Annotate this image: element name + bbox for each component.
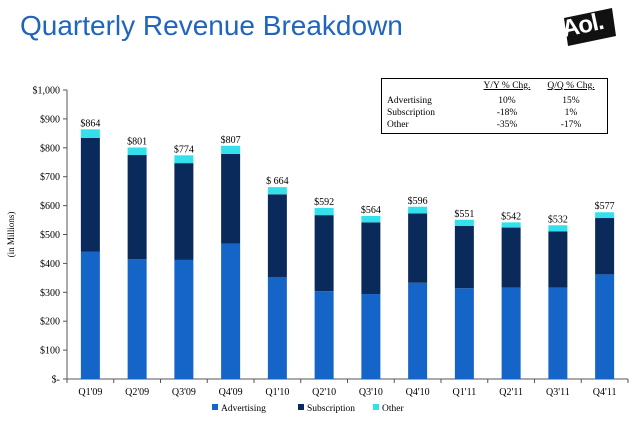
bar-segment-subscription xyxy=(314,215,334,292)
y-tick-label: $1,000 xyxy=(33,86,61,97)
bar-segment-advertising xyxy=(221,243,241,379)
bar-total-label: $532 xyxy=(548,214,568,225)
y-tick-label: $200 xyxy=(40,317,60,328)
bar-segment-advertising xyxy=(174,259,194,379)
bar-segment-subscription xyxy=(361,222,381,295)
row-label: Subscription xyxy=(387,108,436,118)
yy-value: -35% xyxy=(496,120,518,130)
bar-segment-other xyxy=(548,225,568,232)
legend-label: Subscription xyxy=(307,404,355,414)
bar-segment-advertising xyxy=(595,274,615,379)
yy-header: Y/Y % Chg. xyxy=(483,81,531,91)
x-tick-label: Q2'11 xyxy=(499,387,523,398)
bar-segment-other xyxy=(501,222,521,228)
row-label: Other xyxy=(387,120,409,130)
bar-segment-subscription xyxy=(595,218,615,275)
x-tick-label: Q1'09 xyxy=(78,387,102,398)
bar-segment-advertising xyxy=(80,251,100,379)
y-tick-label: $700 xyxy=(40,172,60,183)
bar-total-label: $774 xyxy=(174,144,194,155)
logo-shape xyxy=(564,8,616,46)
bar-segment-other xyxy=(127,147,147,156)
bar-segment-advertising xyxy=(501,287,521,379)
bar-total-label: $ 664 xyxy=(266,176,289,187)
qq-value: 1% xyxy=(564,108,578,118)
y-axis-label: (in Millions) xyxy=(6,212,16,258)
bar-total-label: $864 xyxy=(80,118,100,129)
table-row: Subscription -18% 1% xyxy=(382,107,607,119)
legend-swatch-subscription xyxy=(298,404,304,410)
bar-segment-other xyxy=(408,206,428,214)
x-tick-label: Q1'11 xyxy=(453,387,477,398)
y-tick-label: $400 xyxy=(40,259,60,270)
bar-segment-subscription xyxy=(408,213,428,283)
x-tick-label: Q2'10 xyxy=(312,387,336,398)
y-tick-label: $100 xyxy=(40,346,60,357)
x-tick-label: Q4'09 xyxy=(219,387,243,398)
bar-segment-advertising xyxy=(454,288,474,379)
x-tick-label: Q4'10 xyxy=(406,387,430,398)
x-tick-label: Q1'10 xyxy=(265,387,289,398)
yy-value: 10% xyxy=(498,96,516,106)
bar-total-label: $807 xyxy=(221,135,241,146)
yy-value: -18% xyxy=(496,108,518,118)
bar-segment-subscription xyxy=(174,163,194,260)
bar-segment-advertising xyxy=(408,282,428,379)
bar-segment-advertising xyxy=(361,294,381,379)
bar-total-label: $592 xyxy=(314,197,334,208)
y-tick-label: $600 xyxy=(40,201,60,212)
bar-segment-advertising xyxy=(548,287,568,379)
table-row: Other -35% -17% xyxy=(382,119,607,131)
y-tick-label: $900 xyxy=(40,114,60,125)
bar-segment-subscription xyxy=(80,137,100,252)
table-row: Advertising 10% 15% xyxy=(382,95,607,107)
bar-total-label: $596 xyxy=(408,196,428,207)
legend-label: Advertising xyxy=(221,404,266,414)
bar-segment-other xyxy=(595,212,615,219)
y-tick-label: $- xyxy=(52,375,60,386)
aol-logo: Aol. xyxy=(560,6,618,48)
change-table: Y/Y % Chg. Q/Q % Chg. Advertising 10% 15… xyxy=(381,78,608,134)
legend-label: Other xyxy=(382,404,404,414)
bar-segment-advertising xyxy=(267,276,287,379)
change-table-header: Y/Y % Chg. Q/Q % Chg. xyxy=(382,80,607,92)
legend-swatch-other xyxy=(373,404,379,410)
bar-segment-other xyxy=(174,155,194,164)
x-tick-label: Q3'10 xyxy=(359,387,383,398)
bar-segment-subscription xyxy=(267,194,287,277)
bar-segment-subscription xyxy=(221,153,241,244)
bar-total-label: $564 xyxy=(361,205,381,216)
bar-segment-advertising xyxy=(127,259,147,379)
x-tick-label: Q3'11 xyxy=(546,387,570,398)
legend-swatch-advertising xyxy=(212,404,218,410)
y-tick-label: $800 xyxy=(40,143,60,154)
y-tick-label: $500 xyxy=(40,230,60,241)
bar-segment-other xyxy=(80,129,100,138)
bar-segment-subscription xyxy=(548,231,568,288)
bar-total-label: $577 xyxy=(595,201,615,212)
bar-segment-other xyxy=(267,187,287,195)
bar-segment-other xyxy=(221,145,241,154)
bar-segment-subscription xyxy=(127,155,147,260)
bar-segment-subscription xyxy=(454,225,474,289)
y-tick-label: $300 xyxy=(40,288,60,299)
x-tick-label: Q2'09 xyxy=(125,387,149,398)
bar-total-label: $542 xyxy=(501,211,521,222)
x-tick-label: Q4'11 xyxy=(593,387,617,398)
bar-segment-other xyxy=(314,207,334,216)
bar-segment-other xyxy=(361,216,381,223)
qq-value: 15% xyxy=(562,96,580,106)
bar-segment-subscription xyxy=(501,227,521,288)
row-label: Advertising xyxy=(387,96,432,106)
bar-segment-other xyxy=(454,219,474,226)
x-tick-label: Q3'09 xyxy=(172,387,196,398)
qq-header: Q/Q % Chg. xyxy=(547,81,595,91)
bar-total-label: $551 xyxy=(454,209,474,220)
qq-value: -17% xyxy=(560,120,582,130)
bar-total-label: $801 xyxy=(127,137,147,148)
page-title: Quarterly Revenue Breakdown xyxy=(20,10,403,41)
bar-segment-advertising xyxy=(314,291,334,379)
